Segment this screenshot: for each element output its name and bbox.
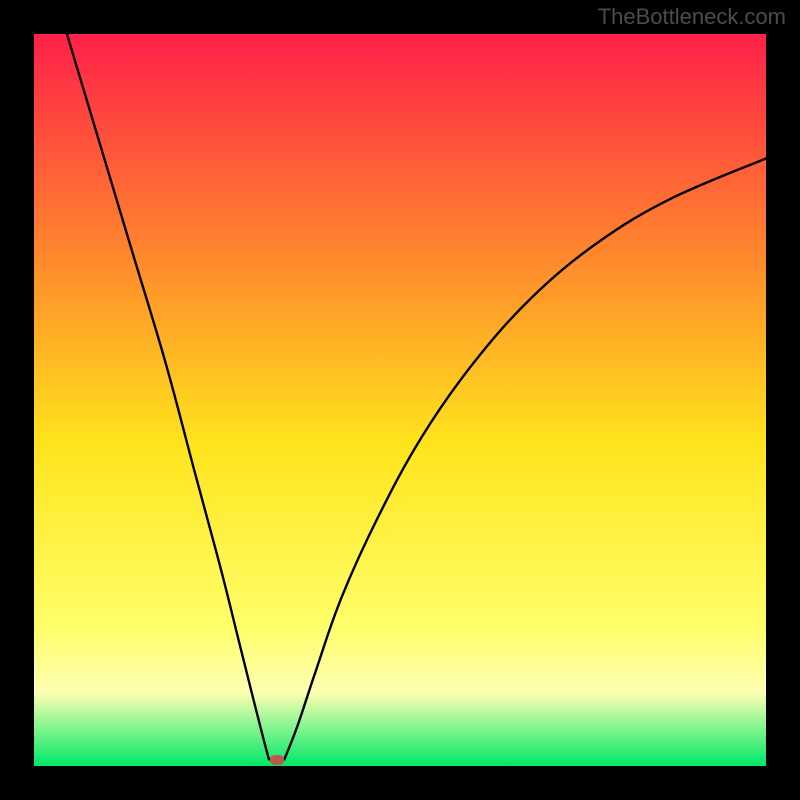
curve-right-branch (284, 158, 766, 759)
attribution-text: TheBottleneck.com (598, 4, 786, 30)
chart-curve (34, 34, 766, 766)
minimum-marker (270, 755, 284, 765)
plot-area (34, 34, 766, 766)
curve-left-branch (67, 34, 269, 759)
